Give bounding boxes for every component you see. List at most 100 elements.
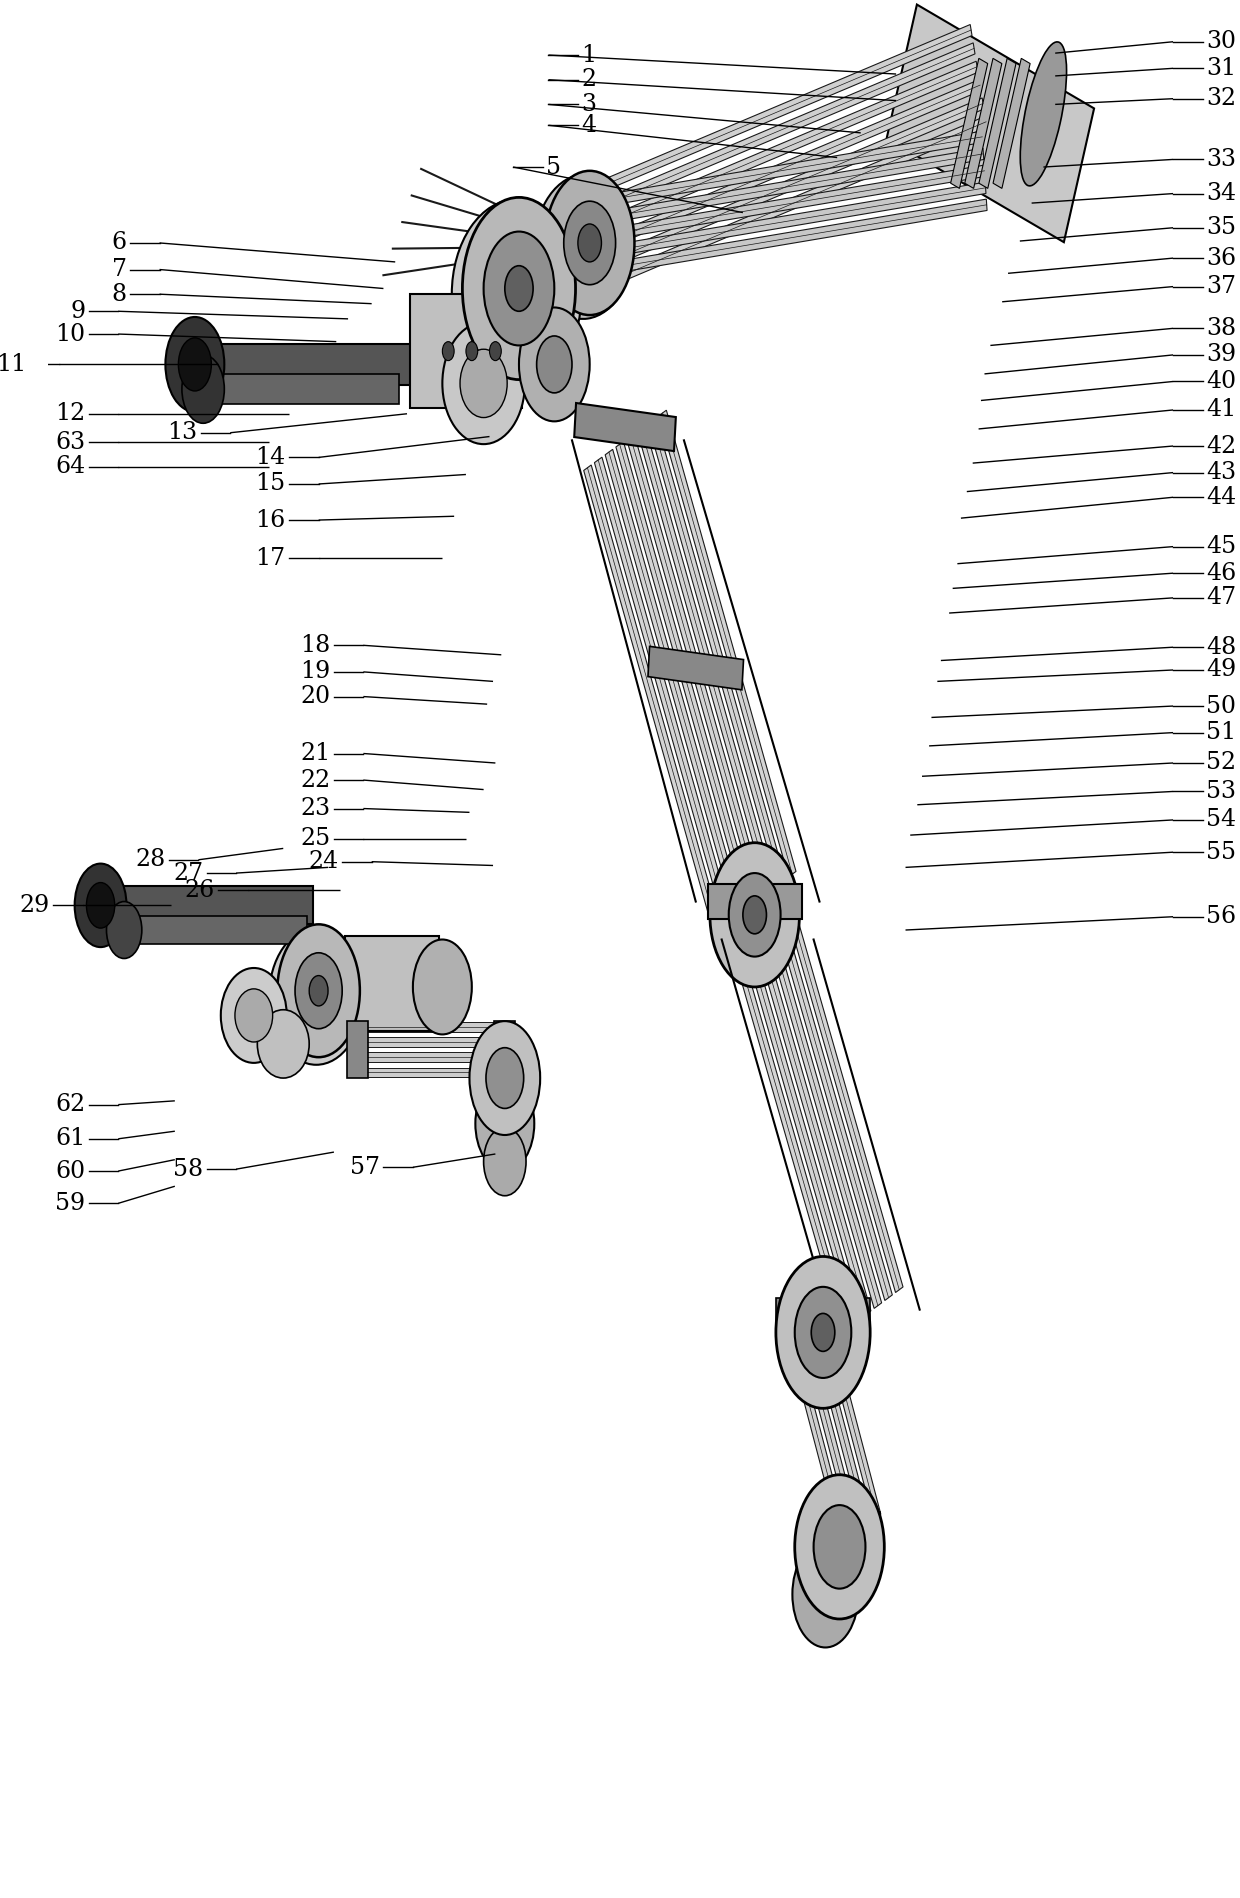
Circle shape: [466, 342, 477, 361]
Circle shape: [743, 896, 766, 934]
Ellipse shape: [443, 323, 525, 444]
Text: 28: 28: [135, 848, 165, 871]
Ellipse shape: [269, 928, 363, 1065]
Text: 52: 52: [1207, 752, 1236, 774]
Text: 35: 35: [1207, 216, 1236, 239]
Ellipse shape: [1021, 42, 1066, 186]
Circle shape: [792, 1541, 858, 1647]
Polygon shape: [605, 99, 985, 268]
Polygon shape: [807, 1359, 859, 1534]
Polygon shape: [593, 25, 972, 195]
Circle shape: [182, 355, 224, 423]
Circle shape: [564, 201, 615, 285]
Polygon shape: [353, 1067, 507, 1078]
Text: 63: 63: [55, 431, 86, 454]
Polygon shape: [605, 450, 743, 917]
Text: 3: 3: [582, 93, 596, 116]
Polygon shape: [603, 182, 986, 258]
Text: 58: 58: [174, 1158, 203, 1181]
Text: 14: 14: [255, 446, 285, 469]
Text: 56: 56: [1207, 905, 1236, 928]
Text: 44: 44: [1207, 486, 1236, 509]
Polygon shape: [951, 59, 988, 188]
Text: 43: 43: [1207, 461, 1236, 484]
Polygon shape: [594, 457, 732, 924]
Text: 22: 22: [300, 769, 330, 791]
Text: 20: 20: [300, 685, 330, 708]
Text: 8: 8: [112, 283, 126, 306]
Polygon shape: [758, 941, 870, 1317]
Circle shape: [74, 864, 126, 947]
Circle shape: [165, 317, 224, 412]
Polygon shape: [649, 647, 744, 689]
Ellipse shape: [234, 989, 273, 1042]
Polygon shape: [608, 116, 987, 287]
Circle shape: [490, 342, 501, 361]
Polygon shape: [345, 936, 439, 1031]
Text: 53: 53: [1207, 780, 1236, 803]
Text: 30: 30: [1207, 30, 1236, 53]
Text: 36: 36: [1207, 247, 1236, 270]
Text: 9: 9: [71, 300, 86, 323]
Polygon shape: [601, 165, 985, 241]
Circle shape: [484, 1127, 526, 1196]
Text: 26: 26: [185, 879, 215, 902]
Polygon shape: [203, 344, 439, 385]
Text: 4: 4: [582, 114, 596, 137]
Circle shape: [413, 940, 472, 1034]
Circle shape: [87, 883, 115, 928]
Polygon shape: [600, 148, 983, 224]
Ellipse shape: [221, 968, 286, 1063]
Text: 15: 15: [255, 473, 285, 495]
Text: 41: 41: [1207, 399, 1236, 421]
Polygon shape: [596, 44, 975, 213]
Text: 10: 10: [55, 323, 86, 345]
Text: 11: 11: [0, 353, 26, 376]
Text: 60: 60: [55, 1160, 86, 1182]
Polygon shape: [495, 1021, 516, 1078]
Polygon shape: [211, 374, 399, 404]
Text: 31: 31: [1207, 57, 1236, 80]
Polygon shape: [658, 410, 796, 877]
Polygon shape: [887, 4, 1094, 243]
Polygon shape: [768, 932, 882, 1308]
Polygon shape: [965, 59, 1002, 188]
Text: 51: 51: [1207, 721, 1236, 744]
Circle shape: [813, 1505, 866, 1589]
Polygon shape: [410, 294, 522, 408]
Polygon shape: [737, 957, 849, 1332]
Text: 62: 62: [55, 1093, 86, 1116]
Polygon shape: [828, 1344, 880, 1520]
Polygon shape: [817, 1351, 870, 1526]
Ellipse shape: [460, 349, 507, 418]
Text: 6: 6: [112, 232, 126, 254]
Text: 49: 49: [1207, 659, 1236, 681]
Text: 59: 59: [55, 1192, 86, 1215]
Circle shape: [544, 171, 635, 315]
Circle shape: [709, 843, 800, 987]
Circle shape: [537, 336, 572, 393]
Text: 55: 55: [1207, 841, 1236, 864]
Text: 32: 32: [1207, 87, 1236, 110]
Text: 23: 23: [300, 797, 330, 820]
Ellipse shape: [534, 175, 634, 319]
Text: 1: 1: [582, 44, 596, 66]
Text: 19: 19: [300, 661, 330, 683]
Text: 33: 33: [1207, 148, 1236, 171]
Text: 57: 57: [350, 1156, 379, 1179]
Polygon shape: [584, 465, 720, 932]
Text: 34: 34: [1207, 182, 1236, 205]
Text: 37: 37: [1207, 275, 1236, 298]
Polygon shape: [604, 199, 987, 275]
Polygon shape: [353, 1051, 507, 1063]
Circle shape: [484, 232, 554, 345]
Circle shape: [578, 224, 601, 262]
Text: 40: 40: [1207, 370, 1236, 393]
Text: 7: 7: [112, 258, 126, 281]
Circle shape: [795, 1287, 852, 1378]
Polygon shape: [626, 433, 764, 900]
Circle shape: [443, 342, 454, 361]
Circle shape: [776, 1256, 870, 1408]
Circle shape: [486, 1048, 523, 1108]
Text: 5: 5: [546, 156, 560, 178]
